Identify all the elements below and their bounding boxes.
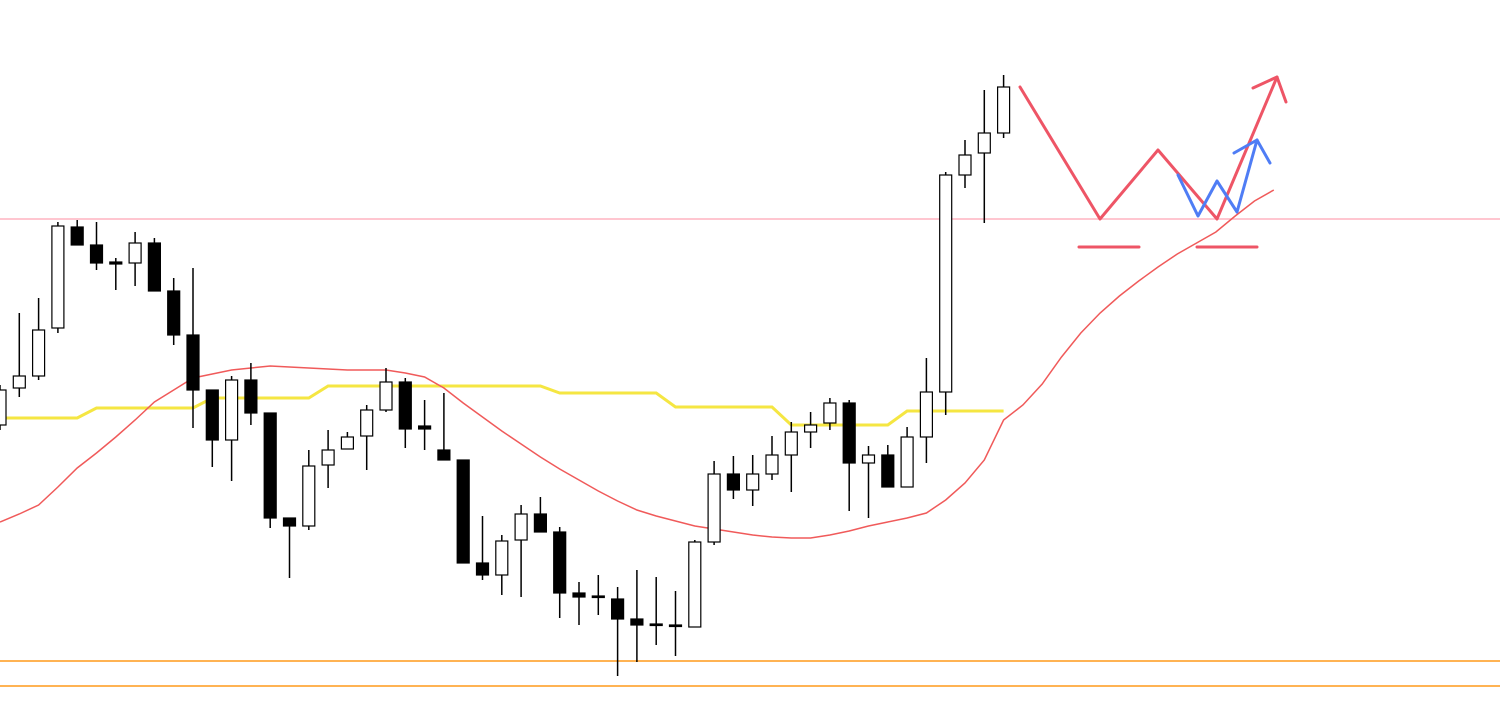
indicator-line — [0, 384, 1004, 427]
candle-body — [186, 334, 200, 391]
candle-body — [533, 513, 548, 533]
annotations — [1018, 75, 1288, 249]
candle-body — [668, 624, 683, 628]
candle-body — [70, 226, 84, 246]
candle-body — [302, 465, 316, 527]
candle-body — [688, 541, 702, 628]
candle-body — [746, 473, 760, 491]
candle-body — [784, 431, 798, 456]
candle-body — [51, 225, 65, 329]
indicator-lines — [0, 189, 1275, 539]
candle-body — [475, 562, 490, 576]
candle-body — [553, 531, 567, 594]
candle-body — [514, 513, 528, 541]
candles — [0, 75, 1011, 676]
candle-body — [861, 454, 876, 464]
candle-body — [263, 412, 277, 519]
candle-body — [881, 454, 895, 488]
indicator-line — [0, 189, 1275, 539]
candle-body — [205, 389, 219, 441]
candle-body — [958, 154, 972, 176]
candle-body — [360, 409, 374, 437]
candle-body — [823, 402, 837, 424]
red-arrowhead — [1251, 75, 1288, 104]
candle-body — [398, 381, 412, 430]
candle-body — [977, 132, 991, 154]
blue-arrowhead — [1232, 138, 1272, 165]
candle-body — [939, 174, 953, 393]
candle-body — [0, 389, 7, 426]
candle-body — [282, 517, 297, 527]
candle-body — [89, 244, 104, 264]
candle-body — [919, 391, 934, 438]
candle-body — [456, 459, 470, 564]
candle-body — [726, 473, 741, 491]
candle-body — [707, 473, 721, 543]
horizontal-lines — [0, 218, 1500, 687]
candle-body — [900, 436, 914, 488]
candle-body — [649, 623, 663, 627]
candle-body — [167, 290, 181, 336]
red-projection — [1018, 75, 1279, 221]
candle-body — [572, 592, 586, 598]
candle-body — [12, 375, 26, 389]
candle-body — [765, 454, 779, 475]
candle-body — [437, 449, 451, 461]
candle-body — [418, 425, 432, 430]
candle-body — [340, 436, 354, 450]
candle-body — [109, 261, 123, 265]
candle-body — [225, 379, 239, 441]
candle-body — [128, 242, 142, 264]
candle-body — [495, 540, 509, 576]
candle-body — [591, 595, 605, 599]
candle-body — [610, 598, 625, 620]
candle-body — [803, 424, 818, 433]
candle-body — [630, 618, 644, 626]
candle-body — [31, 329, 46, 377]
candle-body — [321, 449, 335, 466]
blue-projection — [1176, 138, 1259, 218]
candle-body — [244, 379, 258, 414]
candle-body — [379, 381, 393, 411]
candle-body — [147, 242, 161, 292]
candle-body — [842, 402, 856, 464]
candle-body — [996, 86, 1011, 134]
